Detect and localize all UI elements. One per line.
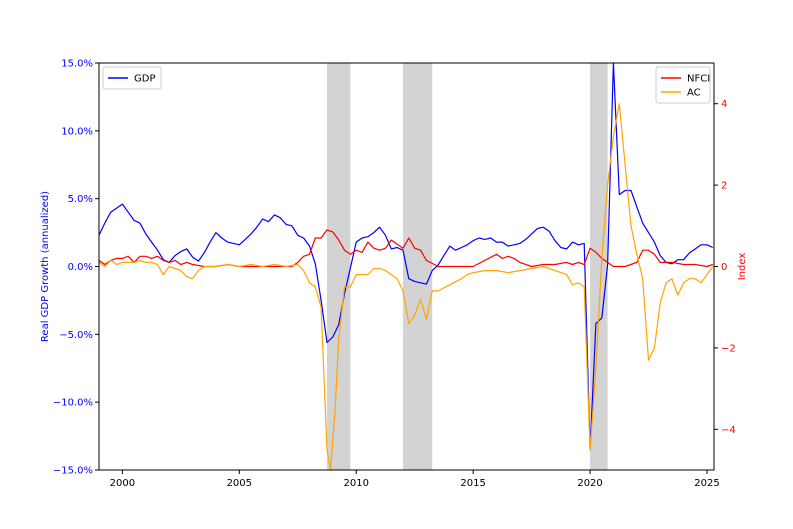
x-tick-label: 2000 bbox=[110, 478, 135, 489]
left-y-tick-label: 10.0% bbox=[61, 126, 93, 137]
right-y-tick-label: −2 bbox=[721, 343, 736, 354]
x-tick-label: 2005 bbox=[227, 478, 252, 489]
right-y-tick-label: 4 bbox=[721, 99, 727, 110]
left-y-tick-label: 0.0% bbox=[68, 262, 93, 273]
right-y-axis-title: Index bbox=[737, 253, 748, 281]
x-tick-label: 2015 bbox=[460, 478, 485, 489]
legend-gdp: GDP bbox=[102, 66, 162, 90]
right-y-tick-label: 0 bbox=[721, 262, 727, 273]
right-y-axis: −4 −2 0 2 4 bbox=[714, 99, 736, 436]
series-ac-line bbox=[99, 103, 714, 470]
recession-bands bbox=[326, 63, 608, 470]
recession-band-1 bbox=[326, 63, 351, 470]
legend-box bbox=[655, 66, 711, 104]
x-tick-label: 2020 bbox=[577, 478, 602, 489]
x-axis: 2000 2005 2010 2015 2020 2025 bbox=[110, 470, 720, 489]
right-y-tick-label: 2 bbox=[721, 181, 727, 192]
legend-label-nfci: NFCI bbox=[687, 74, 710, 85]
legend-label-ac: AC bbox=[687, 88, 701, 99]
left-y-tick-label: 15.0% bbox=[61, 59, 93, 70]
legend-nfci-ac: NFCI AC bbox=[655, 66, 711, 104]
left-y-tick-label: −10.0% bbox=[53, 398, 93, 409]
left-y-axis: −15.0% −10.0% −5.0% 0.0% 5.0% 10.0% 15.0% bbox=[53, 59, 99, 477]
right-y-tick-label: −4 bbox=[721, 425, 736, 436]
left-y-tick-label: −15.0% bbox=[53, 466, 93, 477]
left-y-tick-label: 5.0% bbox=[68, 194, 93, 205]
recession-band-3 bbox=[590, 63, 608, 470]
x-tick-label: 2010 bbox=[343, 478, 368, 489]
series-nfci-line bbox=[99, 229, 713, 268]
left-y-axis-title: Real GDP Growth (annualized) bbox=[40, 191, 51, 342]
recession-band-2 bbox=[402, 63, 433, 470]
x-tick-label: 2025 bbox=[694, 478, 719, 489]
left-y-tick-label: −5.0% bbox=[59, 330, 93, 341]
legend-box bbox=[102, 66, 162, 90]
legend-label-gdp: GDP bbox=[134, 74, 155, 85]
plot-lines bbox=[99, 63, 714, 470]
